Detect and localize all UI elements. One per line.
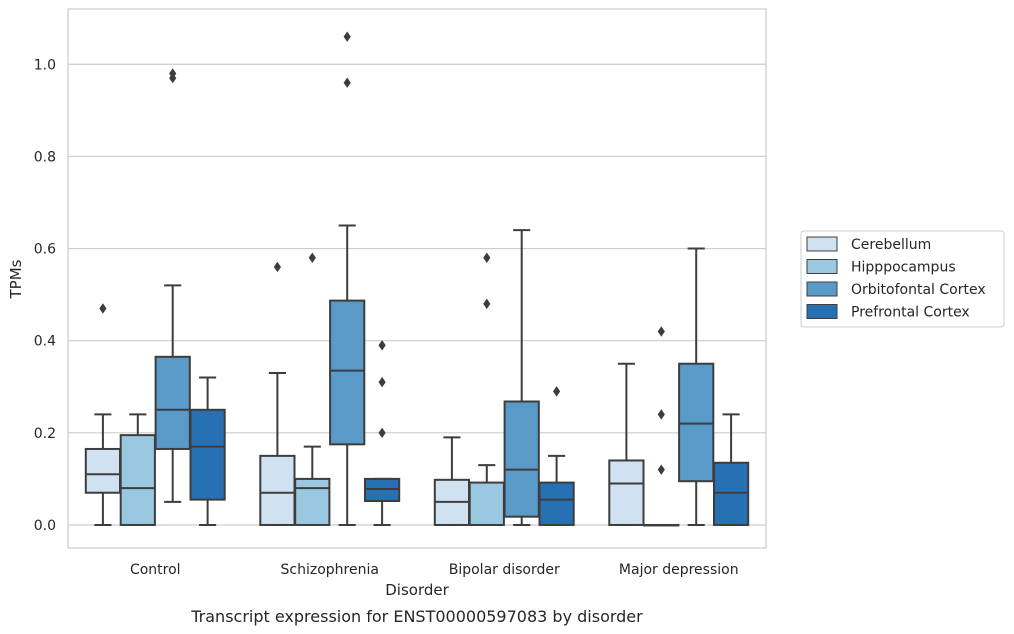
box xyxy=(154,355,191,450)
outlier-point xyxy=(483,252,491,263)
y-tick-label: 0.0 xyxy=(34,518,56,534)
box-group xyxy=(259,261,296,526)
box xyxy=(329,299,366,446)
y-tick-label: 0.8 xyxy=(34,149,56,165)
x-axis-label: Disorder xyxy=(385,581,449,599)
y-tick-label: 1.0 xyxy=(34,57,56,73)
box xyxy=(538,481,575,526)
legend-frame xyxy=(800,230,1005,328)
outlier-point xyxy=(343,31,351,42)
box xyxy=(84,447,122,494)
box-plots xyxy=(84,31,750,527)
box-group xyxy=(538,386,575,526)
box xyxy=(259,454,296,526)
plot-area-frame xyxy=(67,8,767,549)
legend-label: Hipppocampus xyxy=(851,260,956,276)
box-group xyxy=(189,376,226,526)
box xyxy=(294,477,331,526)
x-tick-labels: Control Schizophrenia Bipolar disorder Majo… xyxy=(130,562,739,578)
box-group xyxy=(678,247,715,526)
legend-swatch xyxy=(806,304,838,319)
box xyxy=(189,408,226,501)
x-tick-label: Major depression xyxy=(619,562,739,578)
box xyxy=(608,459,645,526)
box xyxy=(119,434,156,526)
y-axis-label: TPMs xyxy=(7,259,25,299)
y-tick-label: 0.6 xyxy=(34,242,56,258)
legend-label: Prefrontal Cortex xyxy=(851,305,970,321)
x-tick-label: Schizophrenia xyxy=(281,562,379,578)
outlier-point xyxy=(308,252,316,263)
box-group xyxy=(503,229,540,526)
box-group xyxy=(643,326,680,527)
box xyxy=(468,481,505,526)
box-group xyxy=(363,340,401,526)
y-tick-labels: 0.0 0.2 0.4 0.6 0.8 1.0 xyxy=(34,57,56,534)
outlier-point xyxy=(378,427,386,439)
legend-swatch xyxy=(806,259,838,274)
legend: Cerebellum Hipppocampus Orbitofontal Corte… xyxy=(800,230,1005,328)
outlier-point xyxy=(99,303,107,314)
outlier-point xyxy=(169,68,177,79)
legend-swatch xyxy=(806,236,838,252)
y-tick-label: 0.2 xyxy=(34,426,56,442)
legend-label: Cerebellum xyxy=(851,237,931,253)
y-tick-label: 0.4 xyxy=(34,334,56,350)
box xyxy=(503,400,540,518)
box xyxy=(712,461,750,526)
outlier-point xyxy=(378,340,386,351)
box-group xyxy=(154,68,191,503)
outlier-point xyxy=(273,261,281,273)
box-group xyxy=(119,413,156,526)
x-tick-label: Bipolar disorder xyxy=(449,562,560,578)
outlier-point xyxy=(343,77,351,88)
box-group xyxy=(468,252,505,526)
outlier-point xyxy=(378,376,386,388)
legend-label: Orbitofontal Cortex xyxy=(851,282,986,298)
box xyxy=(678,362,715,483)
outlier-point xyxy=(657,464,665,475)
chart-caption: Transcript expression for ENST0000059708… xyxy=(190,607,643,626)
box-group xyxy=(294,252,331,526)
outlier-point xyxy=(657,326,665,337)
box-group xyxy=(433,436,471,526)
box-group xyxy=(84,303,122,526)
outlier-point xyxy=(657,409,665,420)
x-tick-label: Control xyxy=(130,562,181,578)
box-group xyxy=(608,362,645,526)
legend-swatch xyxy=(806,281,838,297)
box-group xyxy=(712,413,750,526)
box-group xyxy=(329,31,366,526)
outlier-point xyxy=(553,386,561,397)
outlier-point xyxy=(483,298,491,310)
